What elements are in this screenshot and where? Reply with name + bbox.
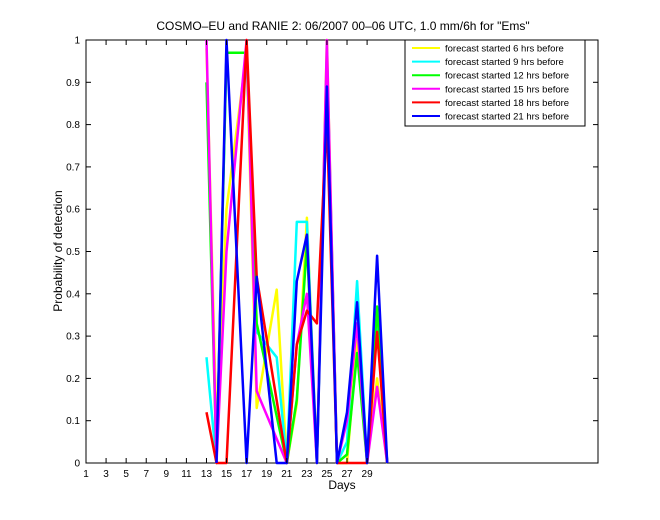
y-tick-label: 0 <box>74 459 80 470</box>
y-tick-label: 0.9 <box>66 78 80 89</box>
y-tick-label: 0.6 <box>66 205 80 216</box>
x-tick-label: 21 <box>281 469 293 480</box>
legend: forecast started 6 hrs before forecast st… <box>404 39 586 127</box>
y-tick-label: 0.8 <box>66 120 80 131</box>
x-tick-label: 3 <box>103 469 109 480</box>
x-tick-label: 19 <box>261 469 273 480</box>
y-tick-label: 0.1 <box>66 416 80 427</box>
y-tick-label: 0.2 <box>66 374 80 385</box>
y-tick-label: 0.5 <box>66 247 80 258</box>
y-axis-ticks: 0 0.1 0.2 0.3 0.4 0.5 0.6 0.7 0.8 0.9 1 <box>66 36 598 470</box>
legend-label-2: forecast started 9 hrs before <box>445 57 564 68</box>
x-tick-label: 29 <box>362 469 374 480</box>
x-tick-label: 9 <box>164 469 170 480</box>
series-layer <box>205 38 389 465</box>
x-tick-label: 13 <box>201 469 213 480</box>
series-line-6 <box>215 38 389 465</box>
x-tick-label: 15 <box>221 469 233 480</box>
x-tick-label: 11 <box>181 469 192 480</box>
y-tick-label: 0.3 <box>66 332 80 343</box>
x-tick-label: 27 <box>341 469 353 480</box>
legend-label-4: forecast started 15 hrs before <box>445 84 569 95</box>
legend-label-3: forecast started 12 hrs before <box>445 71 569 82</box>
legend-label-6: forecast started 21 hrs before <box>445 112 569 123</box>
x-tick-label: 7 <box>143 469 149 480</box>
legend-label-1: forecast started 6 hrs before <box>445 44 564 55</box>
legend-label-5: forecast started 18 hrs before <box>445 98 569 109</box>
y-tick-label: 0.4 <box>66 289 80 300</box>
x-tick-label: 25 <box>321 469 333 480</box>
x-axis-label: Days <box>328 478 355 492</box>
y-tick-label: 1 <box>74 36 80 47</box>
x-tick-label: 17 <box>241 469 253 480</box>
x-axis-ticks: 1 3 5 7 9 11 13 15 17 19 21 23 25 27 29 <box>83 40 373 480</box>
y-axis-label: Probability of detection <box>51 190 65 311</box>
x-tick-label: 23 <box>301 469 313 480</box>
x-tick-label: 5 <box>123 469 129 480</box>
x-tick-label: 1 <box>83 469 89 480</box>
legend-box <box>404 39 586 127</box>
y-tick-label: 0.7 <box>66 162 80 173</box>
chart-title: COSMO–EU and RANIE 2: 06/2007 00–06 UTC,… <box>156 19 529 33</box>
